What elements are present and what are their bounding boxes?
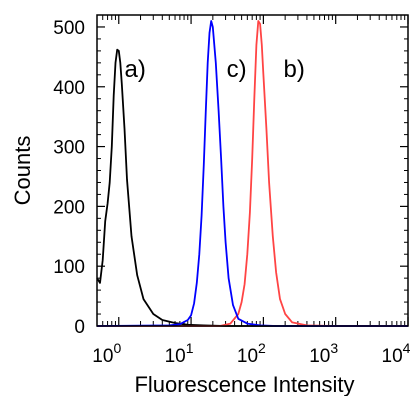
x-tick-label: 101 <box>165 340 194 367</box>
x-tick-label: 104 <box>382 340 411 367</box>
y-tick-label: 200 <box>53 197 85 218</box>
series-line-a <box>96 48 408 327</box>
y-tick-label: 0 <box>74 317 85 338</box>
y-tick-label: 500 <box>53 18 85 39</box>
y-tick-label: 100 <box>53 257 85 278</box>
series-line-b <box>97 20 408 327</box>
x-tick-label: 102 <box>237 340 266 367</box>
y-tick-label: 400 <box>53 78 85 99</box>
series-label-c: c) <box>227 56 247 83</box>
series-line-c <box>96 20 408 327</box>
x-tick-label: 103 <box>309 340 338 367</box>
y-tick-label: 300 <box>53 138 85 159</box>
series-lines <box>96 20 408 327</box>
plot-frame <box>96 14 409 327</box>
x-axis-label: Fluorescence Intensity <box>134 372 354 396</box>
series-labels: a) c) b) <box>124 56 304 83</box>
series-label-a: a) <box>124 56 145 83</box>
tick-labels: 0 100 200 300 400 500 100 101 102 103 104 <box>53 18 410 367</box>
x-tick-label: 100 <box>92 340 121 367</box>
y-axis-label: Counts <box>10 136 35 206</box>
series-label-b: b) <box>284 56 305 83</box>
